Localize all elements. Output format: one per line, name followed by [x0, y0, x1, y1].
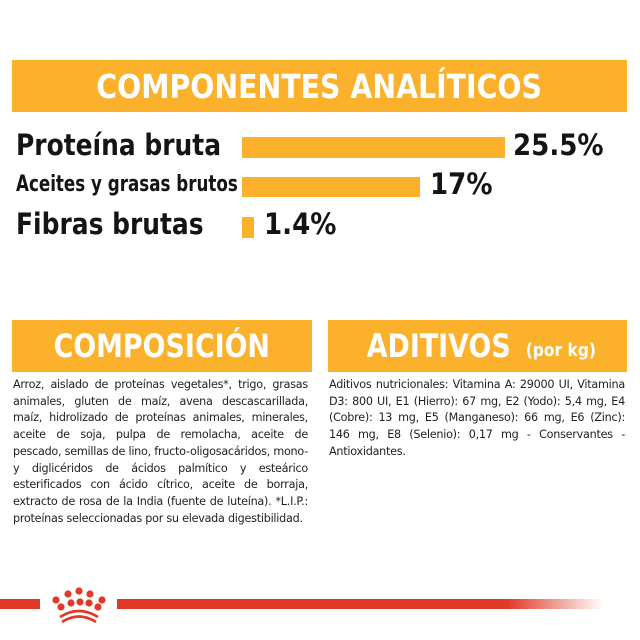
fat-value: 17%	[430, 167, 493, 201]
composition-header: COMPOSICIÓN	[12, 320, 312, 372]
analytics-header: COMPONENTES ANALÍTICOS	[12, 60, 627, 112]
protein-label: Proteína bruta	[16, 128, 222, 162]
footer-line-right	[117, 599, 604, 609]
additives-text: Aditivos nutricionales: Vitamina A: 2900…	[329, 378, 625, 458]
protein-bar	[242, 137, 505, 158]
fat-bar	[242, 177, 420, 197]
fat-label: Aceites y grasas brutos	[16, 172, 238, 197]
analytics-title: COMPONENTES ANALÍTICOS	[96, 66, 543, 106]
additives-title: ADITIVOS	[366, 327, 511, 365]
fiber-value: 1.4%	[264, 207, 337, 241]
footer-line-left	[0, 599, 40, 609]
composition-title: COMPOSICIÓN	[53, 327, 271, 365]
additives-subtitle: (por kg)	[526, 339, 597, 361]
fiber-label: Fibras brutas	[16, 207, 204, 241]
protein-value: 25.5%	[513, 128, 604, 162]
additives-header: ADITIVOS (por kg)	[328, 320, 627, 372]
composition-text: Arroz, aislado de proteínas vegetales*, …	[13, 378, 308, 525]
royal-canin-crown-icon	[52, 587, 106, 624]
fiber-bar	[242, 217, 254, 238]
